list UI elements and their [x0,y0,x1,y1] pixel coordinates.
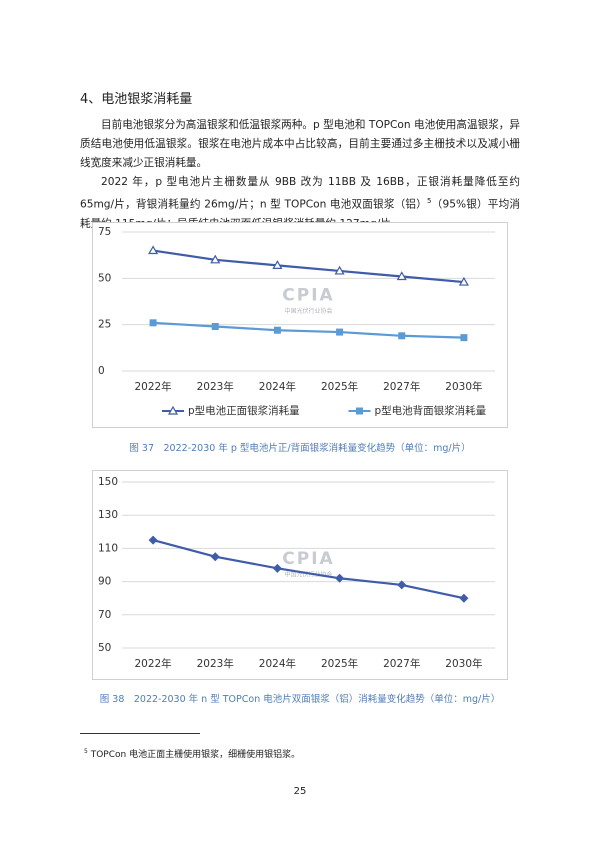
x-tick-label: 2030年 [445,380,482,393]
point [356,407,363,415]
y-tick-label: 75 [98,226,111,238]
point [210,254,221,264]
paragraph: 目前电池银浆分为高温银浆和低温银浆两种。p 型电池和 TOPCon 电池使用高温… [80,119,520,169]
point [334,265,345,275]
point [398,332,406,340]
point [459,593,469,603]
caption: 图 38 2022-2030 年 n 型 TOPCon 电池片双面银浆（铝）消耗… [99,694,501,705]
x-tick-label: 2022年 [134,380,171,393]
page-number: 25 [293,786,307,797]
point [272,260,283,269]
line [153,321,464,339]
point [336,328,344,336]
footnote-ref: 5 [427,197,432,205]
x-tick-label: 2023年 [197,380,234,393]
x-tick-label: 2027年 [383,657,420,670]
x-tick-label: 2024年 [259,380,296,393]
chart: 50 70 90 110 130 150 2022年 2023年 2024年 2025年 2027年… [92,470,508,680]
y-tick-label: 50 [98,272,111,284]
x-tick-label: 2022年 [134,657,171,670]
point [210,552,220,562]
chart-frame [92,470,508,680]
y-tick-label: 110 [98,542,118,554]
point [149,319,157,327]
y-tick-label: 70 [98,609,111,621]
point [148,535,158,545]
y-tick-label: 25 [98,319,111,331]
x-tick-label: 2023年 [197,657,234,670]
heading: 4、电池银浆消耗量 [80,92,193,107]
footnote-text: TOPCon 电池正面主栅使用银浆，细栅使用银铝浆。 [90,750,301,760]
y-tick-label: 90 [98,576,111,588]
y-tick-label: 0 [98,365,105,377]
point [273,326,281,334]
y-tick-label: 150 [98,476,118,488]
caption: 图 37 2022-2030 年 p 型电池片正/背面银浆消耗量变化趋势（单位：… [129,443,471,454]
y-tick-label: 130 [98,509,118,521]
text: 2022 年，p 型电池片主栅数量从 9BB 改为 11BB 及 16BB，正银… [80,176,520,211]
chart: 0 25 50 75 2022年 2023年 2024年 2025年 2027年 2030年 CPI… [92,222,508,428]
point [460,334,468,342]
point [148,245,159,255]
watermark-sub: 中国光伏行业协会 [284,307,332,315]
legend-label: p型电池正面银浆消耗量 [188,404,300,417]
watermark: CPIA [282,286,334,306]
watermark-sub: 中国光伏行业协会 [284,571,332,579]
line [152,539,465,600]
point [335,573,345,583]
point [396,271,407,281]
y-tick-label: 50 [98,642,111,654]
watermark: CPIA [282,549,334,569]
point [272,563,282,573]
legend-label: p型电池背面银浆消耗量 [375,404,487,417]
point [458,276,469,286]
x-tick-label: 2030年 [445,657,482,670]
x-tick-label: 2025年 [321,380,358,393]
x-tick-label: 2025年 [321,657,358,670]
footnote: 5 TOPCon 电池正面主栅使用银浆，细栅使用银铝浆。 [84,747,300,760]
footnote-number: 5 [84,748,88,755]
line [152,249,465,284]
x-tick-label: 2027年 [383,380,420,393]
x-tick-label: 2024年 [259,657,296,670]
footnote-rule [80,733,200,734]
point [397,580,407,590]
point [167,405,179,415]
point [211,323,219,331]
